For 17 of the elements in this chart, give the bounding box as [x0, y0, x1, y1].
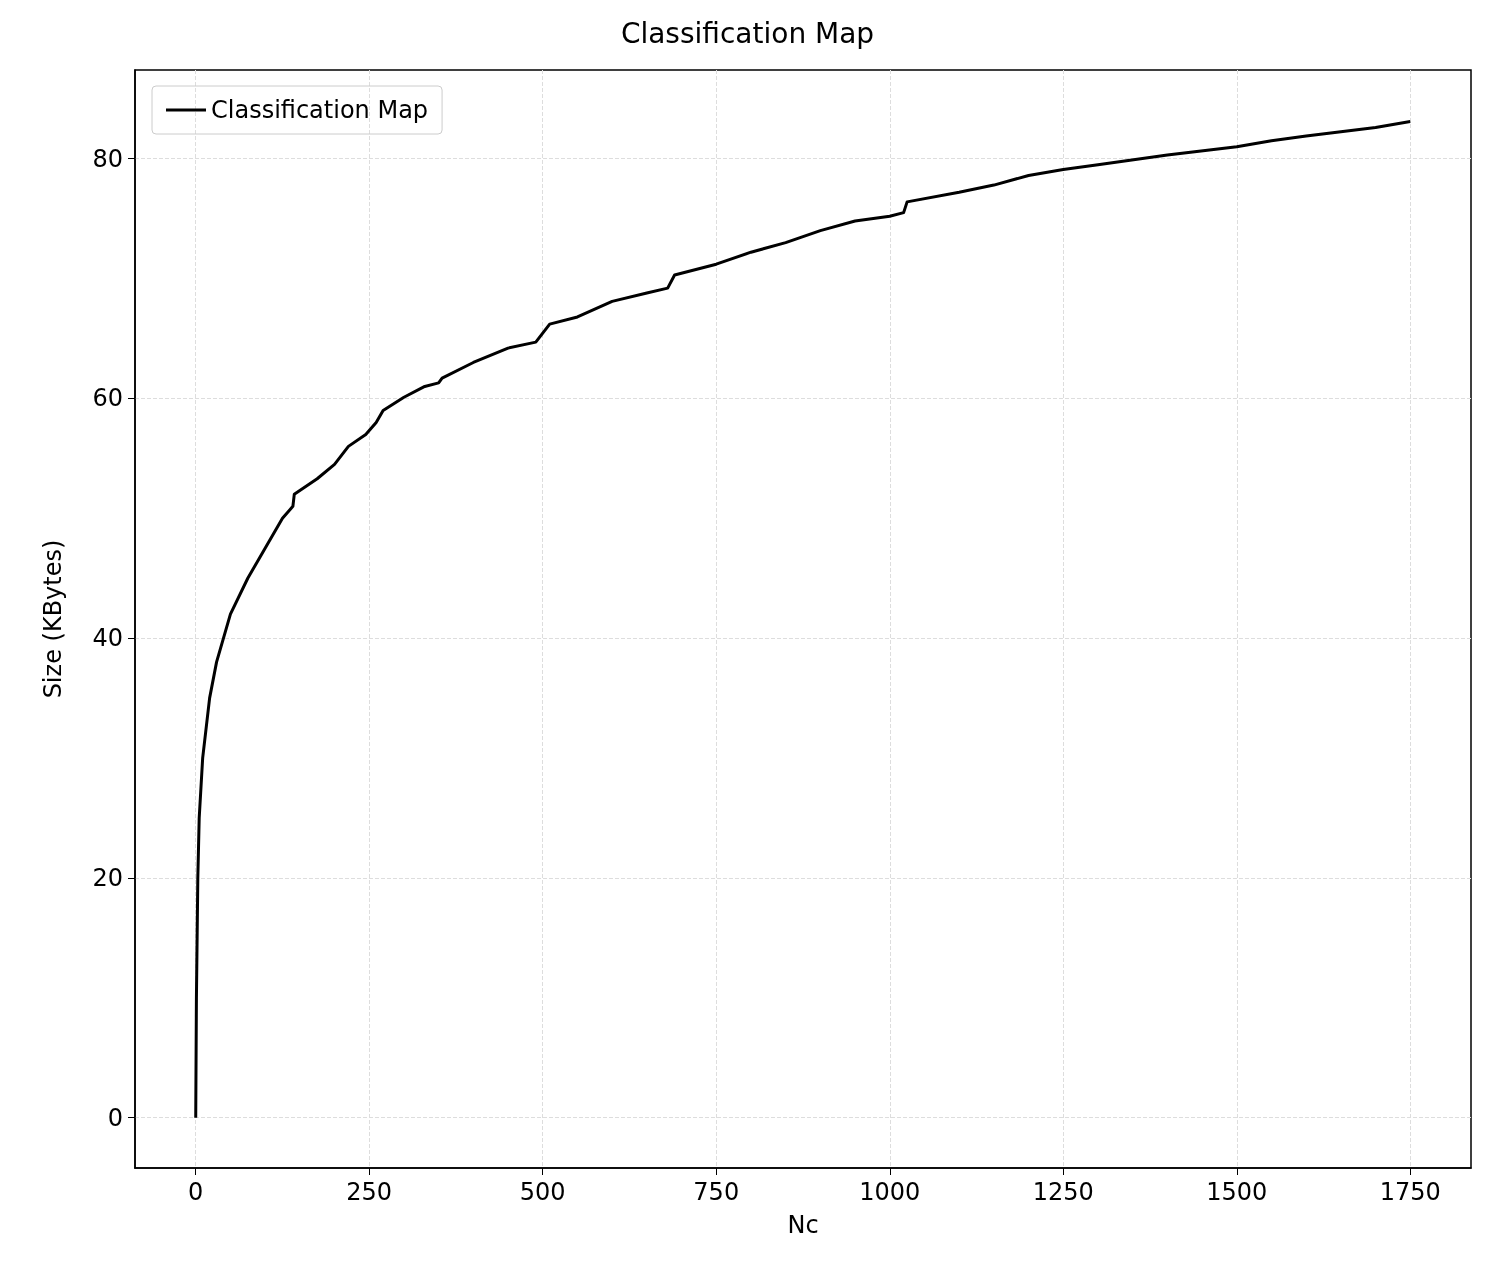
- y-axis-title: Size (KBytes): [39, 539, 67, 699]
- legend-label: Classification Map: [211, 96, 429, 124]
- chart-title: Classification Map: [620, 16, 875, 50]
- x-axis-title: Nc: [787, 1211, 819, 1239]
- x-tick-label: 500: [519, 1178, 566, 1206]
- x-tick-label: 1000: [859, 1178, 921, 1206]
- y-tick-label: 80: [92, 144, 123, 173]
- x-tick-label: 1250: [1032, 1178, 1094, 1206]
- x-tick-label: 250: [346, 1178, 393, 1206]
- x-tick-label: 750: [693, 1178, 740, 1206]
- x-tick-label: 0: [188, 1178, 204, 1206]
- y-tick-label: 40: [92, 624, 123, 653]
- y-tick-label: 20: [92, 863, 123, 892]
- y-tick-label: 60: [92, 384, 123, 413]
- x-tick-label: 1750: [1379, 1178, 1441, 1206]
- x-tick-label: 1500: [1206, 1178, 1268, 1206]
- y-tick-label: 0: [107, 1103, 123, 1132]
